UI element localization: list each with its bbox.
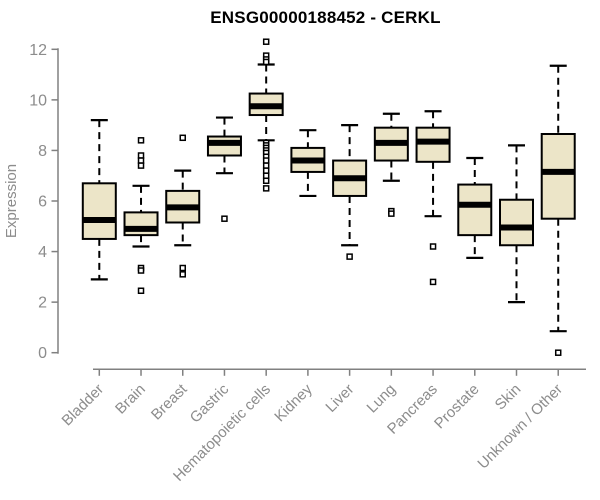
box-group-skin <box>499 144 534 304</box>
x-tick-label: Liver <box>322 381 357 416</box>
x-tick-label: Kidney <box>271 380 316 425</box>
x-tick-label: Brain <box>112 381 149 418</box>
y-tick-label: 4 <box>38 244 47 261</box>
y-axis-title: Expression <box>3 164 20 238</box>
outlier-point <box>346 253 353 260</box>
y-tick-label: 6 <box>38 194 47 211</box>
outlier-point <box>262 58 270 66</box>
x-tick-label: Breast <box>148 380 191 423</box>
outlier-point <box>554 349 562 356</box>
iqr-box <box>540 133 576 220</box>
outlier-point <box>429 243 437 250</box>
x-tick-label: Prostate <box>431 381 483 433</box>
iqr-box <box>206 135 242 157</box>
outlier-point <box>137 137 145 144</box>
outlier-point <box>179 134 186 142</box>
iqr-box <box>499 198 534 247</box>
outlier-point <box>262 185 270 192</box>
y-tick-label: 12 <box>29 42 47 59</box>
outlier-point <box>262 172 270 179</box>
outlier-point <box>137 267 145 274</box>
outlier-point <box>137 152 145 159</box>
outlier-point <box>388 210 395 217</box>
box-group-lung <box>373 112 409 217</box>
outlier-point <box>221 215 228 222</box>
box-group-kidney <box>290 129 326 198</box>
box-group-liver <box>332 124 368 260</box>
x-tick-label: Lung <box>364 381 400 417</box>
outlier-point <box>262 38 270 45</box>
y-tick-label: 0 <box>38 345 47 362</box>
iqr-box <box>457 183 493 237</box>
box-group-pancreas <box>415 110 451 286</box>
box-group-bladder <box>81 118 117 281</box>
outlier-point <box>262 177 270 185</box>
outlier-point <box>262 157 270 164</box>
iqr-box <box>415 126 451 163</box>
box-group-hematopoietic-cells <box>248 38 284 192</box>
x-tick-label: Skin <box>492 381 525 414</box>
outlier-point <box>262 167 270 174</box>
outlier-point <box>429 278 437 286</box>
y-tick-label: 10 <box>29 92 47 109</box>
y-tick-label: 2 <box>38 295 47 312</box>
box-group-brain <box>123 137 159 295</box>
box-group-unknown-other <box>540 64 576 356</box>
outlier-point <box>137 162 145 169</box>
outlier-point <box>179 264 186 272</box>
x-tick-label: Bladder <box>59 381 108 430</box>
box-group-gastric <box>206 116 242 222</box>
iqr-box <box>81 182 117 240</box>
outlier-point <box>137 157 145 164</box>
outlier-point <box>137 287 145 295</box>
box-group-prostate <box>457 156 493 259</box>
chart-title: ENSG00000188452 - CERKL <box>210 8 441 27</box>
outlier-point <box>179 271 186 278</box>
y-tick-label: 8 <box>38 143 47 160</box>
outlier-point <box>262 162 270 169</box>
box-group-breast <box>165 134 201 278</box>
